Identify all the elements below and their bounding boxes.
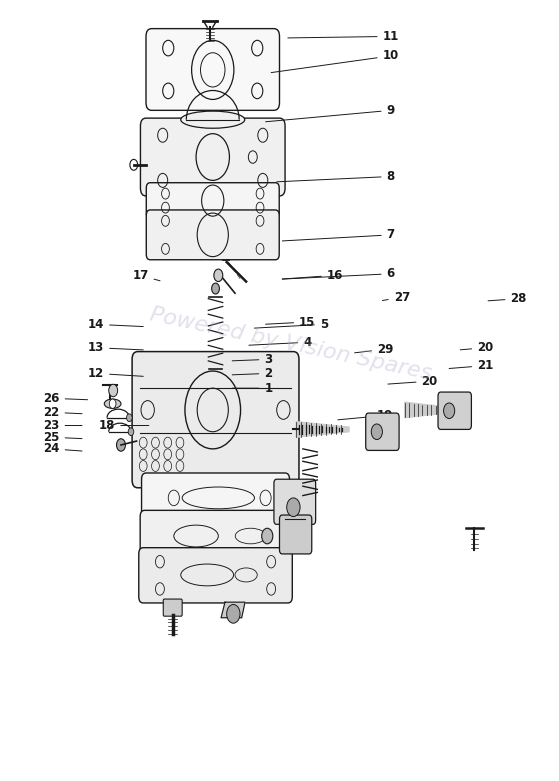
Circle shape <box>287 498 300 516</box>
Circle shape <box>262 528 273 544</box>
FancyBboxPatch shape <box>140 118 285 196</box>
Text: 2: 2 <box>232 367 272 380</box>
Text: 20: 20 <box>388 375 438 387</box>
Text: 11: 11 <box>288 30 399 43</box>
Circle shape <box>444 403 454 419</box>
Text: 14: 14 <box>88 318 143 331</box>
Text: 26: 26 <box>43 392 88 405</box>
Text: Powered by Vision Spares: Powered by Vision Spares <box>148 304 433 383</box>
Text: 24: 24 <box>43 442 82 455</box>
FancyBboxPatch shape <box>280 515 312 554</box>
Text: 27: 27 <box>382 291 410 304</box>
FancyBboxPatch shape <box>132 351 299 488</box>
Text: 10: 10 <box>271 49 399 73</box>
Circle shape <box>212 283 220 294</box>
Text: 25: 25 <box>43 430 82 444</box>
Text: 7: 7 <box>282 228 395 241</box>
Text: 1: 1 <box>232 382 272 394</box>
Circle shape <box>109 384 117 397</box>
Circle shape <box>116 439 125 451</box>
FancyBboxPatch shape <box>141 473 290 522</box>
FancyBboxPatch shape <box>274 480 316 524</box>
Text: 5: 5 <box>254 318 328 331</box>
Circle shape <box>126 414 132 422</box>
FancyBboxPatch shape <box>438 392 471 430</box>
FancyBboxPatch shape <box>146 210 280 260</box>
Circle shape <box>226 604 240 623</box>
FancyBboxPatch shape <box>140 510 291 562</box>
Text: 21: 21 <box>449 359 494 372</box>
Text: 15: 15 <box>266 316 315 329</box>
Circle shape <box>110 399 116 408</box>
Text: 23: 23 <box>44 419 82 432</box>
Text: 20: 20 <box>460 341 494 355</box>
FancyBboxPatch shape <box>366 413 399 451</box>
Text: 17: 17 <box>132 269 160 282</box>
Ellipse shape <box>105 399 121 408</box>
Text: 6: 6 <box>282 267 395 280</box>
FancyBboxPatch shape <box>139 547 292 603</box>
FancyBboxPatch shape <box>146 183 280 219</box>
FancyBboxPatch shape <box>146 29 280 110</box>
Text: 28: 28 <box>488 292 527 305</box>
Text: 12: 12 <box>88 367 143 380</box>
Circle shape <box>214 269 223 281</box>
Polygon shape <box>221 602 245 618</box>
Text: 18: 18 <box>99 419 149 432</box>
Text: 16: 16 <box>282 269 343 282</box>
Text: 13: 13 <box>88 341 143 355</box>
Text: 8: 8 <box>277 170 395 183</box>
Polygon shape <box>296 422 349 437</box>
Circle shape <box>128 428 134 436</box>
Text: 9: 9 <box>266 104 395 122</box>
Text: 29: 29 <box>354 343 394 356</box>
Circle shape <box>371 424 382 440</box>
Text: 3: 3 <box>232 353 272 366</box>
FancyBboxPatch shape <box>163 599 182 616</box>
Ellipse shape <box>181 111 245 128</box>
Text: 19: 19 <box>338 409 394 422</box>
Polygon shape <box>405 402 452 418</box>
Text: 4: 4 <box>249 336 311 349</box>
Text: 22: 22 <box>44 406 82 419</box>
